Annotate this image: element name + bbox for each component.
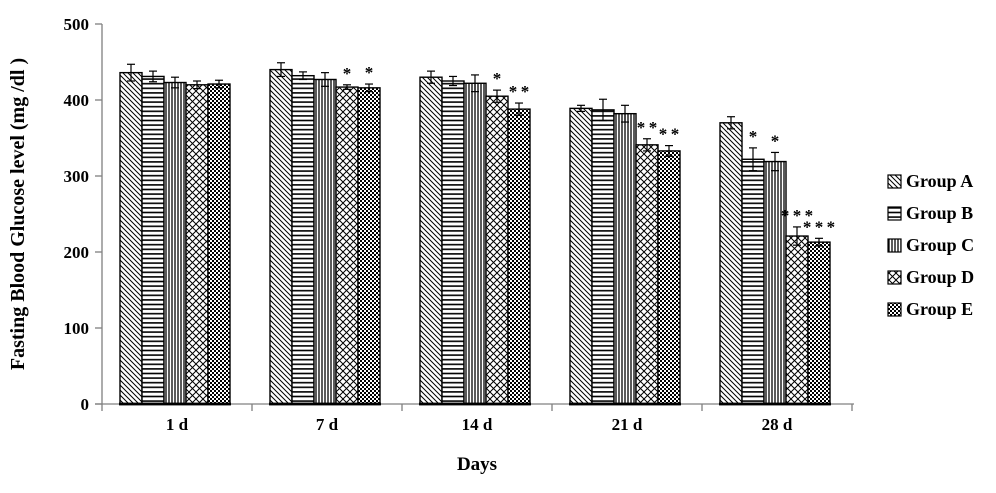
bar-group-a-28d: [719, 122, 743, 405]
bars-area: [119, 68, 831, 406]
legend-swatch-diagonal-lines-icon: [887, 174, 902, 189]
legend-swatch-horizontal-lines-icon: [887, 206, 902, 221]
bar-group-baseline: [419, 402, 531, 406]
significance-marker: *: [771, 131, 780, 150]
bar-group-e-7d: [357, 87, 381, 405]
x-category-label: 1 d: [166, 415, 189, 434]
significance-marker: *: [749, 127, 758, 146]
legend-swatch-checkerboard-icon: [887, 302, 902, 317]
bar-group-c-7d: [313, 78, 337, 405]
legend-item-group-a: Group A: [906, 171, 973, 191]
y-axis: 0 100 200 300 400 500: [64, 15, 103, 414]
bar-group-b-21d: [591, 109, 615, 405]
x-category-label: 7 d: [316, 415, 339, 434]
legend-swatch-vertical-lines-icon: [887, 238, 902, 253]
bar-group-b-1d: [141, 75, 165, 405]
bar-group-e-1d: [207, 83, 231, 405]
significance-marker: * *: [509, 82, 529, 101]
bar-group-baseline: [719, 402, 831, 406]
bar-group-a-1d: [119, 71, 143, 405]
bar-group-d-14d: [485, 95, 509, 405]
bar-group-e-21d: [657, 150, 681, 405]
y-tick-label: 500: [64, 15, 90, 34]
error-bars: [127, 62, 823, 247]
bar-group-c-1d: [163, 81, 187, 405]
x-category-label: 21 d: [612, 415, 643, 434]
bar-group-d-1d: [185, 84, 209, 405]
legend-item-group-b: Group B: [906, 203, 973, 223]
bar-group-b-14d: [441, 80, 465, 405]
legend: Group A Group B Group C Group D Group E: [887, 171, 974, 319]
significance-marker: * *: [659, 125, 679, 144]
significance-marker: * *: [637, 118, 657, 137]
bar-group-b-28d: [741, 158, 765, 405]
significance-marker: * * *: [781, 206, 813, 225]
bar-group-b-7d: [291, 74, 315, 405]
x-category-label: 14 d: [462, 415, 493, 434]
bar-group-baseline: [269, 402, 381, 406]
legend-item-group-c: Group C: [906, 235, 974, 255]
significance-marker: *: [493, 69, 502, 88]
bar-group-baseline: [119, 402, 231, 406]
y-tick-label: 200: [64, 243, 90, 262]
x-axis-title: Days: [457, 454, 497, 475]
y-tick-label: 300: [64, 167, 90, 186]
y-axis-title: Fasting Blood Glucose level (mg /dl ): [7, 58, 29, 370]
y-tick-label: 0: [81, 395, 90, 414]
x-category-label: 28 d: [762, 415, 793, 434]
bar-group-c-21d: [613, 112, 637, 405]
bar-group-c-14d: [463, 82, 487, 405]
bar-group-d-21d: [635, 144, 659, 405]
legend-item-group-e: Group E: [906, 299, 973, 319]
bar-group-d-7d: [335, 86, 359, 405]
significance-marker: *: [365, 63, 374, 82]
bar-group-a-21d: [569, 107, 593, 405]
bar-group-a-14d: [419, 76, 443, 405]
significance-marker: * * *: [803, 217, 835, 236]
bar-group-c-28d: [763, 160, 787, 405]
significance-marker: *: [343, 64, 352, 83]
bar-group-d-28d: [785, 235, 809, 405]
legend-item-group-d: Group D: [906, 267, 974, 287]
significance-markers: * * ** ** * * * * ** * ** * *: [343, 63, 835, 236]
y-tick-label: 400: [64, 91, 90, 110]
bar-group-e-28d: [807, 241, 831, 405]
x-axis: 1 d 7 d 14 d 21 d 28 d: [95, 403, 854, 434]
bar-group-baseline: [569, 402, 681, 406]
legend-swatch-diagonal-crosshatch-icon: [887, 270, 902, 285]
bar-group-a-7d: [269, 68, 293, 405]
bar-group-e-14d: [507, 108, 531, 405]
y-tick-label: 100: [64, 319, 90, 338]
